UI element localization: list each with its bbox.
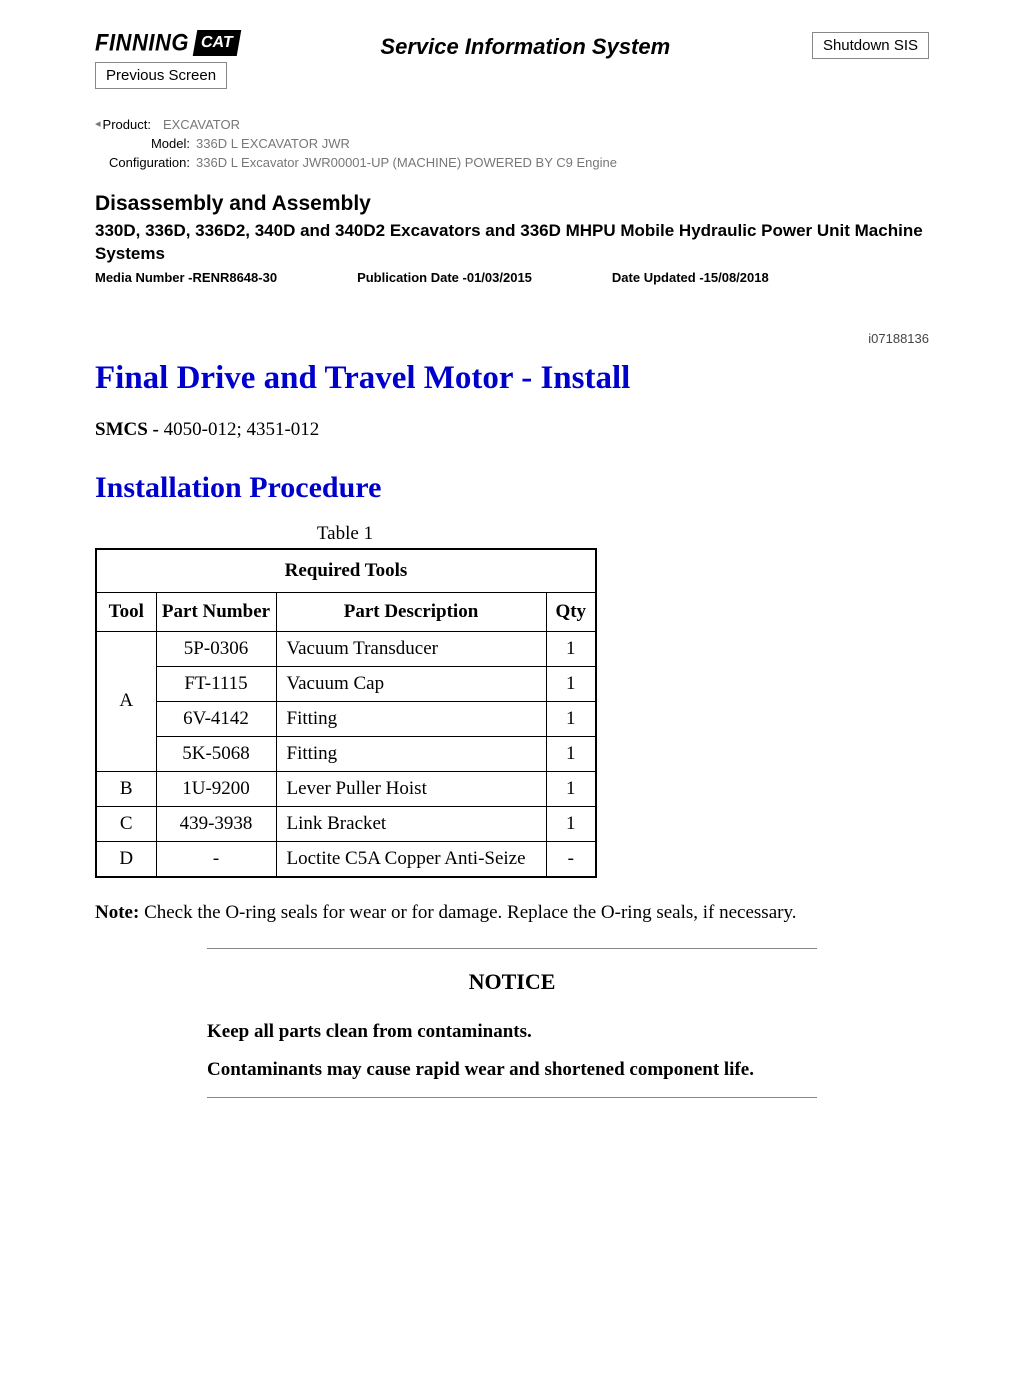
meta-label-config: Configuration: — [95, 155, 196, 170]
cell-part-number: - — [156, 841, 276, 877]
cell-qty: 1 — [546, 806, 596, 841]
cell-tool: C — [96, 806, 156, 841]
note-line: Note: Check the O-ring seals for wear or… — [95, 902, 929, 924]
sub-heading: Installation Procedure — [95, 471, 929, 505]
cell-part-number: 6V-4142 — [156, 701, 276, 736]
cell-qty: 1 — [546, 771, 596, 806]
notice-title: NOTICE — [207, 969, 817, 995]
cell-part-description: Vacuum Transducer — [276, 631, 546, 666]
table-row: FT-1115Vacuum Cap1 — [96, 666, 596, 701]
cell-qty: 1 — [546, 701, 596, 736]
notice-line-1: Keep all parts clean from contaminants. — [207, 1021, 817, 1043]
table-row: B1U-9200Lever Puller Hoist1 — [96, 771, 596, 806]
meta-value-model: 336D L EXCAVATOR JWR — [196, 136, 350, 151]
cell-part-description: Lever Puller Hoist — [276, 771, 546, 806]
cell-part-description: Fitting — [276, 736, 546, 771]
note-label: Note: — [95, 902, 139, 923]
meta-row-model: Model: 336D L EXCAVATOR JWR — [95, 136, 929, 151]
smcs-value: 4050-012; 4351-012 — [159, 419, 319, 440]
cell-part-number: 5P-0306 — [156, 631, 276, 666]
cell-qty: 1 — [546, 736, 596, 771]
doc-title: 330D, 336D, 336D2, 340D and 340D2 Excava… — [95, 220, 929, 266]
brand-logo-text: FINNING — [95, 29, 189, 58]
table-row: 6V-4142Fitting1 — [96, 701, 596, 736]
notice-block: NOTICE Keep all parts clean from contami… — [207, 948, 817, 1098]
cell-tool: D — [96, 841, 156, 877]
sis-title: Service Information System — [380, 34, 670, 60]
cell-part-number: 439-3938 — [156, 806, 276, 841]
cell-qty: - — [546, 841, 596, 877]
meta-value-product: EXCAVATOR — [163, 117, 240, 132]
product-meta-block: ◂ Product: EXCAVATOR Model: 336D L EXCAV… — [95, 117, 929, 170]
meta-row-config: Configuration: 336D L Excavator JWR00001… — [95, 155, 929, 170]
cell-tool: B — [96, 771, 156, 806]
publication-date: Publication Date -01/03/2015 — [357, 270, 532, 285]
cell-part-description: Link Bracket — [276, 806, 546, 841]
cell-tool: A — [96, 631, 156, 771]
required-tools-table: Required Tools Tool Part Number Part Des… — [95, 548, 597, 878]
shutdown-sis-button[interactable]: Shutdown SIS — [812, 32, 929, 59]
main-heading: Final Drive and Travel Motor - Install — [95, 360, 929, 397]
cell-qty: 1 — [546, 631, 596, 666]
table-row: A5P-0306Vacuum Transducer1 — [96, 631, 596, 666]
col-header-pn: Part Number — [156, 592, 276, 631]
cat-logo-badge: CAT — [193, 30, 241, 56]
cell-qty: 1 — [546, 666, 596, 701]
doc-type: Disassembly and Assembly — [95, 192, 929, 216]
meta-row-product: ◂ Product: EXCAVATOR — [95, 117, 929, 132]
table-row: 5K-5068Fitting1 — [96, 736, 596, 771]
cell-part-number: 5K-5068 — [156, 736, 276, 771]
meta-value-config: 336D L Excavator JWR00001-UP (MACHINE) P… — [196, 155, 617, 170]
table-header-row: Tool Part Number Part Description Qty — [96, 592, 596, 631]
smcs-line: SMCS - 4050-012; 4351-012 — [95, 419, 929, 441]
media-number: Media Number -RENR8648-30 — [95, 270, 277, 285]
cell-part-description: Fitting — [276, 701, 546, 736]
cell-part-description: Vacuum Cap — [276, 666, 546, 701]
required-tools-table-wrap: Table 1 Required Tools Tool Part Number … — [95, 523, 929, 878]
cell-part-description: Loctite C5A Copper Anti-Seize — [276, 841, 546, 877]
notice-divider-top — [207, 948, 817, 949]
header-row: FINNING CAT Previous Screen Service Info… — [95, 30, 929, 89]
table-title-row: Required Tools — [96, 549, 596, 593]
col-header-desc: Part Description — [276, 592, 546, 631]
col-header-qty: Qty — [546, 592, 596, 631]
table-title: Required Tools — [96, 549, 596, 593]
notice-line-2: Contaminants may cause rapid wear and sh… — [207, 1059, 817, 1081]
back-arrow-icon[interactable]: ◂ — [95, 117, 101, 132]
note-text: Check the O-ring seals for wear or for d… — [139, 902, 796, 923]
meta-label-model: Model: — [95, 136, 196, 151]
smcs-label: SMCS - — [95, 419, 159, 440]
notice-divider-bottom — [207, 1097, 817, 1098]
doc-id: i07188136 — [95, 331, 929, 346]
cell-part-number: 1U-9200 — [156, 771, 276, 806]
publication-row: Media Number -RENR8648-30 Publication Da… — [95, 270, 929, 285]
table-row: C439-3938Link Bracket1 — [96, 806, 596, 841]
date-updated: Date Updated -15/08/2018 — [612, 270, 769, 285]
col-header-tool: Tool — [96, 592, 156, 631]
table-caption: Table 1 — [95, 523, 595, 545]
logo-area: FINNING CAT Previous Screen — [95, 30, 239, 89]
previous-screen-button[interactable]: Previous Screen — [95, 62, 227, 89]
meta-label-product: Product: — [103, 117, 157, 132]
table-row: D-Loctite C5A Copper Anti-Seize- — [96, 841, 596, 877]
cell-part-number: FT-1115 — [156, 666, 276, 701]
